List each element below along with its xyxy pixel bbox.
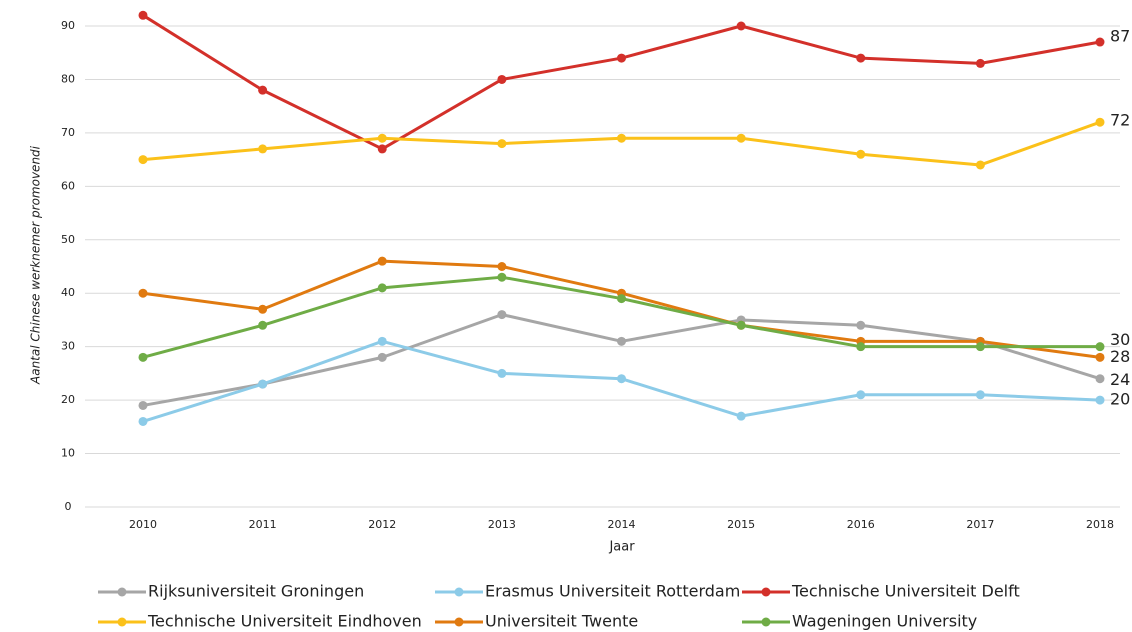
y-tick-label: 50 (61, 233, 75, 246)
y-tick-label: 40 (61, 286, 75, 299)
series-line (142, 120, 1101, 167)
data-point (975, 160, 985, 170)
y-axis-title: Aantal Chinese werknemer promovendi (29, 145, 43, 385)
data-point (1095, 395, 1105, 405)
data-label: 24 (1110, 370, 1130, 389)
legend-label: Rijksuniversiteit Groningen (148, 582, 364, 601)
y-tick-label: 70 (61, 126, 75, 139)
x-axis-title: Jaar (608, 540, 635, 555)
data-point (377, 352, 387, 362)
data-label: 30 (1110, 330, 1130, 349)
data-point (258, 379, 268, 389)
x-tick-label: 2010 (129, 518, 157, 531)
data-label: 87 (1110, 27, 1130, 46)
data-point (138, 416, 148, 426)
x-tick-label: 2013 (488, 518, 516, 531)
data-point (617, 133, 626, 143)
data-point (1095, 37, 1105, 47)
legend-marker (117, 617, 127, 627)
legend-label: Erasmus Universiteit Rotterdam (485, 582, 740, 601)
x-tick-label: 2017 (966, 518, 994, 531)
data-point (258, 85, 268, 95)
data-point (1095, 374, 1105, 384)
data-label: 28 (1110, 347, 1130, 366)
legend-label: Universiteit Twente (485, 612, 638, 631)
data-point (856, 53, 866, 63)
data-point (856, 320, 866, 330)
legend-marker (761, 617, 771, 627)
series-line (142, 313, 1101, 407)
data-point (975, 58, 985, 68)
y-tick-label: 30 (61, 340, 75, 353)
data-point (617, 374, 626, 384)
data-label: 72 (1110, 111, 1130, 130)
data-point (138, 155, 148, 165)
x-tick-label: 2016 (847, 518, 875, 531)
series-line (142, 14, 1101, 151)
data-label: 20 (1110, 390, 1130, 409)
data-point (975, 390, 985, 400)
data-point (1095, 352, 1105, 362)
y-tick-label: 90 (61, 19, 75, 32)
legend-marker (454, 617, 464, 627)
data-point (377, 144, 387, 154)
data-point (258, 320, 268, 330)
legend-label: Technische Universiteit Delft (791, 582, 1020, 601)
y-tick-label: 10 (61, 447, 75, 460)
data-point (258, 144, 268, 154)
data-point (617, 294, 626, 304)
data-point (497, 262, 507, 271)
data-point (736, 21, 746, 31)
y-tick-label: 60 (61, 179, 75, 192)
data-point (975, 342, 985, 352)
data-point (497, 139, 507, 149)
data-point (138, 288, 148, 298)
data-point (1095, 342, 1105, 352)
x-tick-label: 2014 (608, 518, 636, 531)
legend-label: Technische Universiteit Eindhoven (147, 612, 422, 631)
x-tick-label: 2011 (249, 518, 277, 531)
data-point (497, 74, 507, 84)
data-point (138, 400, 148, 410)
data-point (258, 304, 268, 314)
x-tick-label: 2015 (727, 518, 755, 531)
data-point (617, 336, 626, 346)
data-point (138, 352, 148, 362)
data-point (377, 133, 387, 143)
x-tick-label: 2018 (1086, 518, 1114, 531)
y-tick-label: 20 (61, 393, 75, 406)
legend-marker (454, 587, 464, 597)
legend-marker (761, 587, 771, 597)
data-point (138, 10, 148, 20)
y-tick-label: 80 (61, 72, 75, 85)
data-point (377, 336, 387, 346)
data-point (856, 390, 866, 400)
data-point (497, 310, 507, 320)
data-point (736, 320, 746, 330)
data-point (617, 53, 626, 63)
data-point (736, 133, 746, 143)
data-point (377, 256, 387, 266)
x-tick-label: 2012 (368, 518, 396, 531)
data-point (736, 411, 746, 421)
data-point (497, 272, 507, 282)
data-point (856, 342, 866, 352)
data-point (497, 368, 507, 378)
data-point (377, 283, 387, 293)
y-tick-label: 0 (65, 500, 72, 513)
data-point (1095, 117, 1105, 127)
legend-label: Wageningen University (792, 612, 977, 631)
legend-marker (117, 587, 127, 597)
data-point (856, 149, 866, 159)
